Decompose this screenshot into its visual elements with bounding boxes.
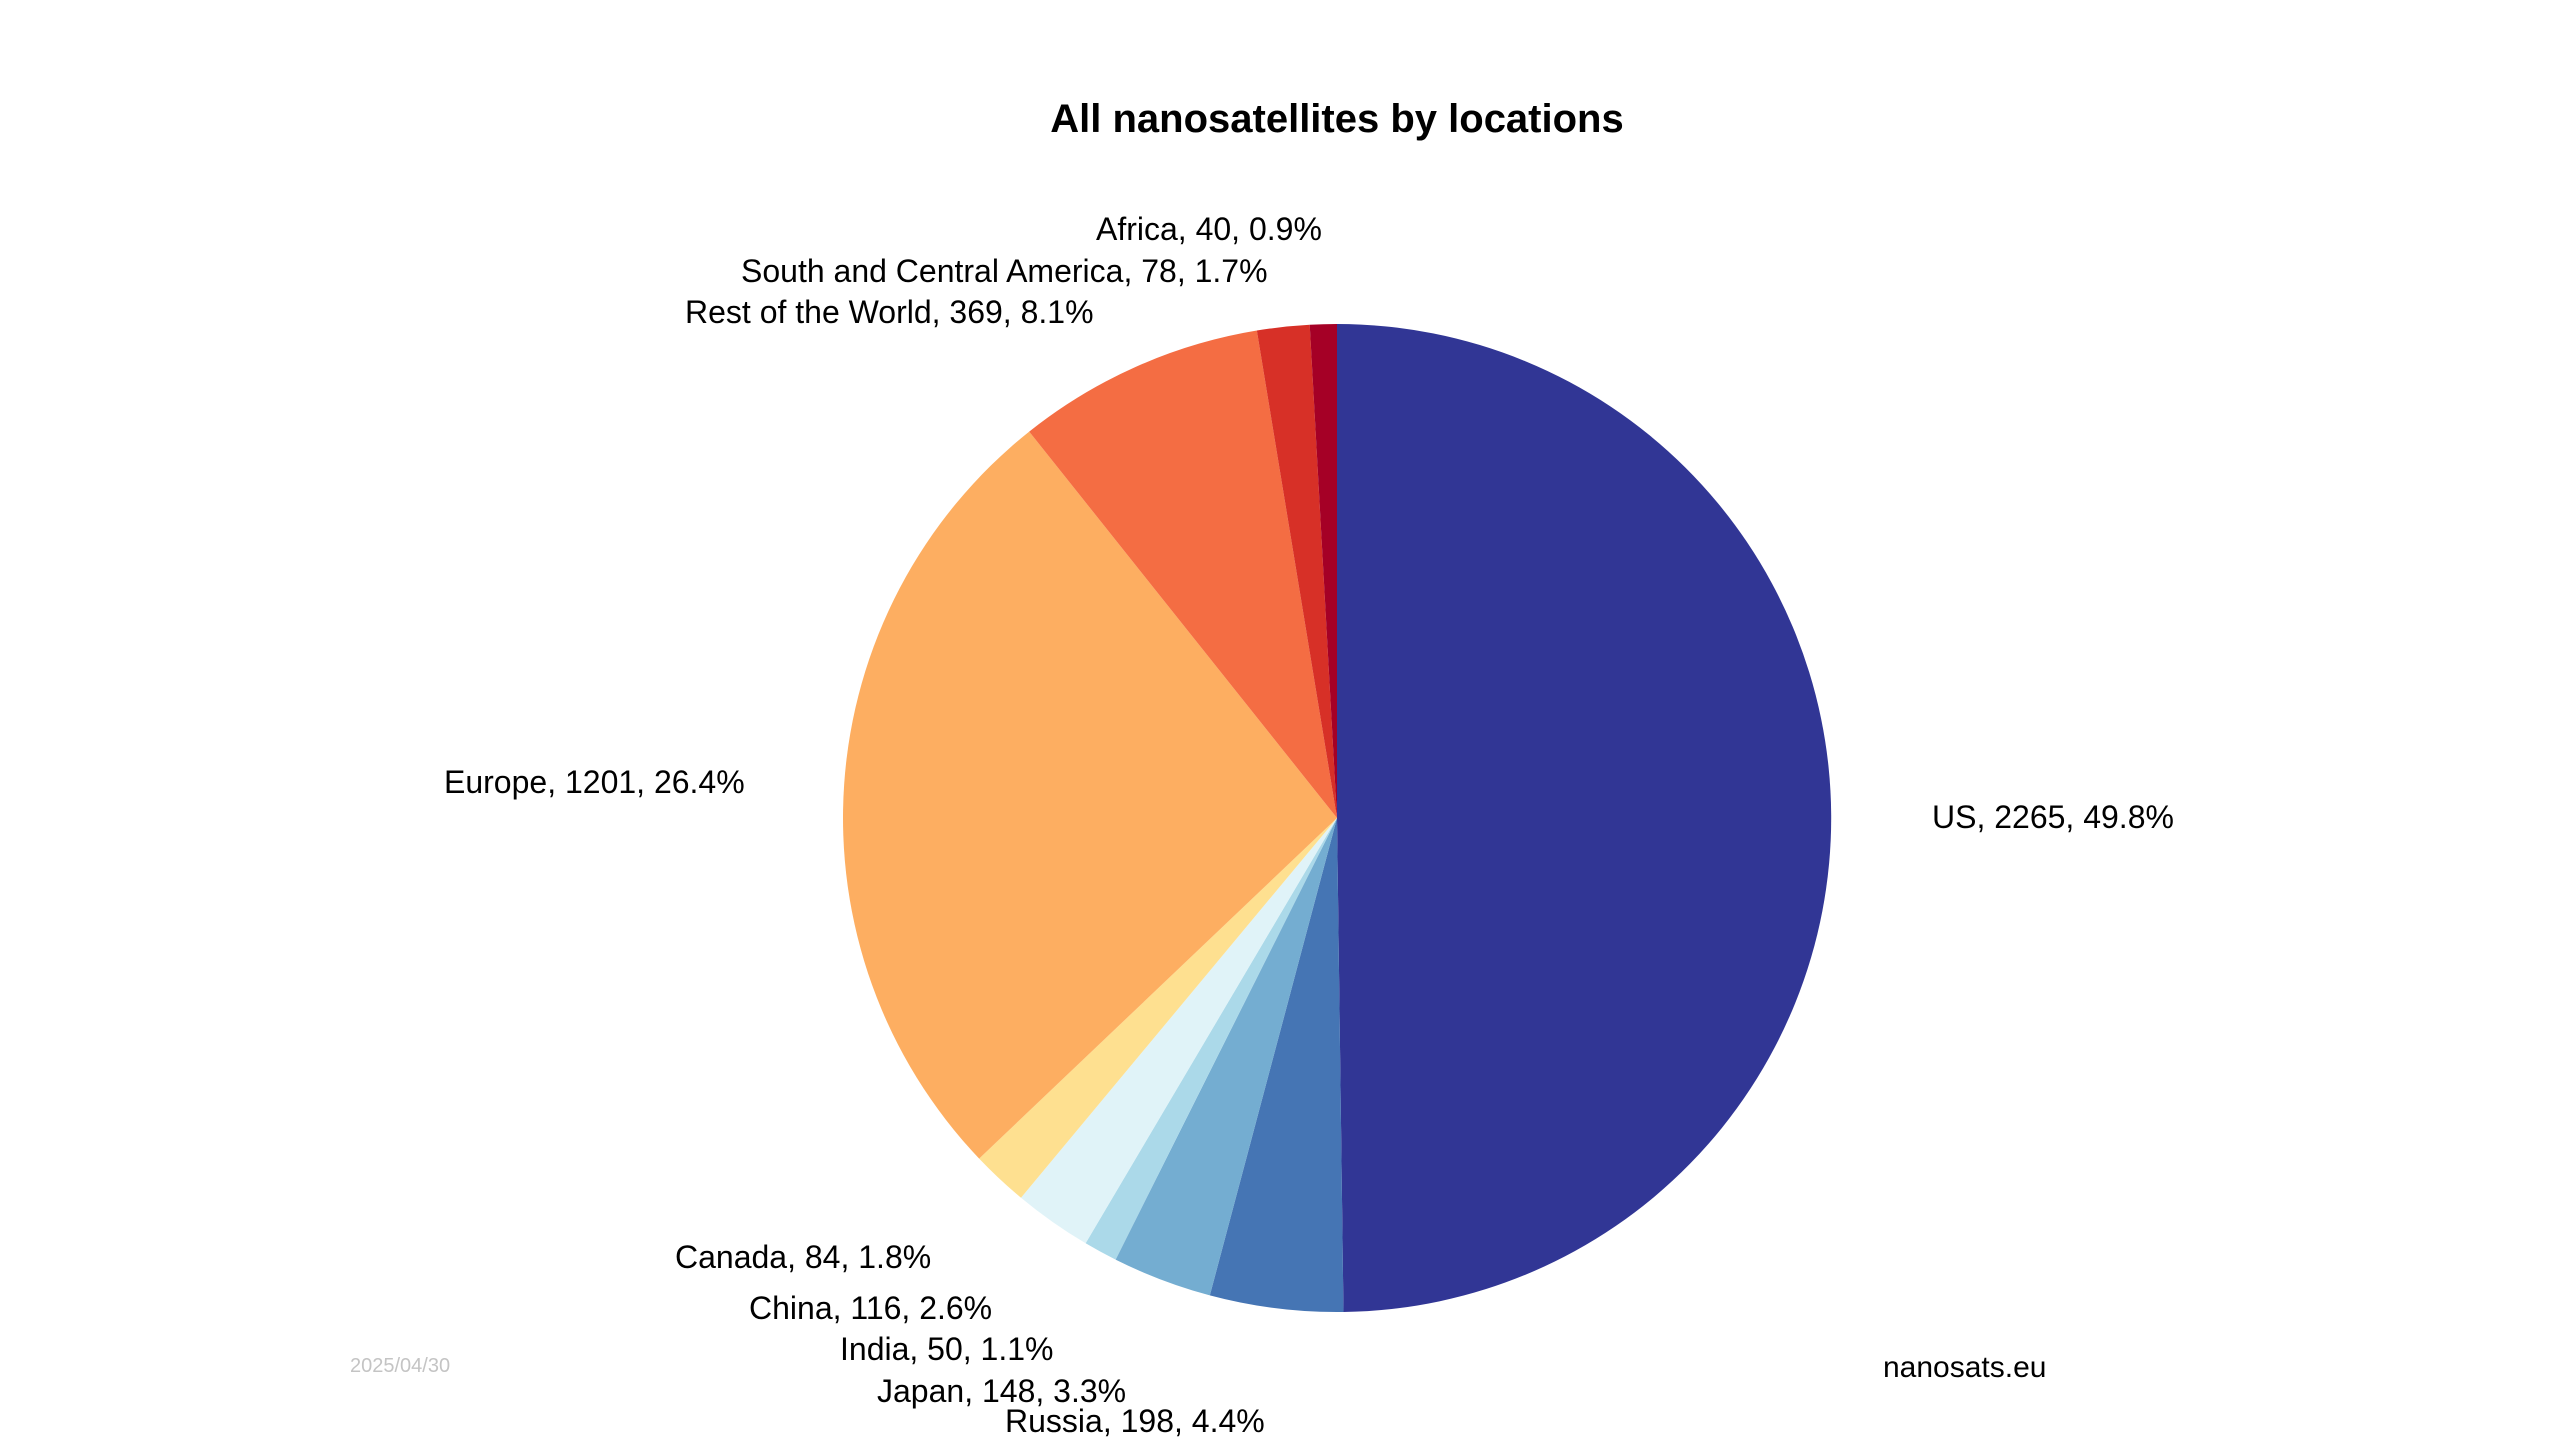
- pie-slice-canada: [979, 818, 1337, 1198]
- slice-label-us: US, 2265, 49.8%: [1932, 799, 2174, 835]
- slice-label-japan: Japan, 148, 3.3%: [877, 1373, 1126, 1409]
- slice-label-india: India, 50, 1.1%: [840, 1331, 1053, 1367]
- pie-slice-rest-of-the-world: [1029, 330, 1337, 818]
- chart-title: All nanosatellites by locations: [1050, 97, 1623, 141]
- slice-label-africa: Africa, 40, 0.9%: [1096, 211, 1322, 247]
- pie-slice-africa: [1309, 324, 1337, 818]
- slice-label-russia: Russia, 198, 4.4%: [1005, 1403, 1265, 1439]
- slice-label-rest-of-the-world: Rest of the World, 369, 8.1%: [685, 294, 1094, 330]
- pie-slice-india: [1085, 818, 1337, 1260]
- footer-date: 2025/04/30: [350, 1355, 450, 1377]
- pie-slices: [843, 323, 1832, 1313]
- slice-label-south-and-central-america: South and Central America, 78, 1.7%: [741, 253, 1268, 289]
- slice-label-canada: Canada, 84, 1.8%: [675, 1239, 931, 1275]
- pie-labels: US, 2265, 49.8% Russia, 198, 4.4%Japan, 1…: [444, 211, 2174, 1439]
- pie-slice-south-and-central-america: [1256, 324, 1337, 818]
- footer-source: nanosats.eu: [1883, 1351, 2046, 1384]
- pie-slice-china: [1021, 818, 1337, 1244]
- pie-slice-europe: [843, 431, 1337, 1159]
- slice-label-europe: Europe, 1201, 26.4%: [444, 764, 745, 800]
- pie-slice-russia: [1209, 818, 1344, 1313]
- slice-label-china: China, 116, 2.6%: [749, 1290, 992, 1326]
- pie-slice-us: [1337, 323, 1832, 1312]
- pie-slice-japan: [1115, 818, 1337, 1296]
